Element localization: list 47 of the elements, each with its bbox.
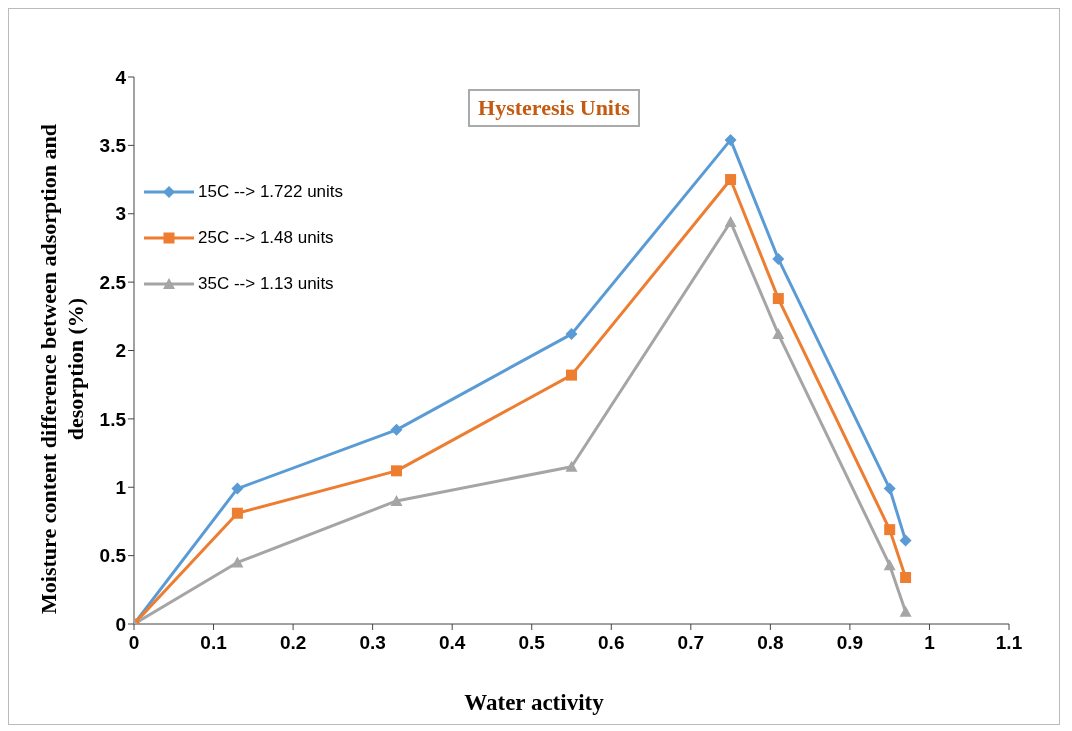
point [231,507,243,519]
x-tick-label: 0.9 [836,632,864,654]
point [231,482,244,495]
point [390,423,403,436]
y-tick-label: 1 [115,476,127,498]
x-tick-label: 0.8 [757,632,784,654]
x-axis-title: Water activity [463,690,605,716]
x-tick-label: 0.2 [279,632,307,654]
point [772,328,785,340]
point [391,465,402,477]
point [565,460,578,472]
x-tick-label: 0.7 [677,632,705,654]
point [899,605,912,617]
y-tick-label: 4 [115,66,127,88]
point [724,133,737,146]
point [772,252,785,265]
point [899,534,912,547]
point [883,482,896,495]
legend-label: 15C --> 1.722 units [198,182,344,202]
x-tick-label: 0.3 [359,632,386,654]
point [772,293,784,305]
point [725,174,737,186]
y-tick-label: 0 [115,613,126,635]
point [565,328,578,341]
text: Hysteresis Units [468,89,640,127]
point [724,215,737,227]
y-tick-label: 2.5 [99,271,127,293]
x-tick-label: 0.4 [438,632,466,654]
x-tick-label: 0.5 [518,632,546,654]
x-tick-label: 0.1 [200,632,228,654]
y-tick-label: 0.5 [99,545,127,567]
y-axis-title: Moisture content difference between adsorption and desorption (%) [35,123,89,616]
point [900,572,912,584]
y-tick-label: 3.5 [99,135,127,157]
x-tick-label: 1.1 [995,632,1023,654]
y-tick-label: 3 [115,203,126,225]
legend-label: 25C --> 1.48 units [198,228,334,248]
y-tick-label: 1.5 [99,408,127,430]
point [883,559,896,571]
point [390,494,403,506]
point [231,556,244,568]
x-tick-label: 0.6 [598,632,625,654]
point [566,369,577,381]
legend-label: 35C --> 1.13 units [198,274,334,294]
x-tick-label: 1 [924,632,936,654]
point [884,524,896,536]
y-tick-label: 2 [115,340,126,362]
